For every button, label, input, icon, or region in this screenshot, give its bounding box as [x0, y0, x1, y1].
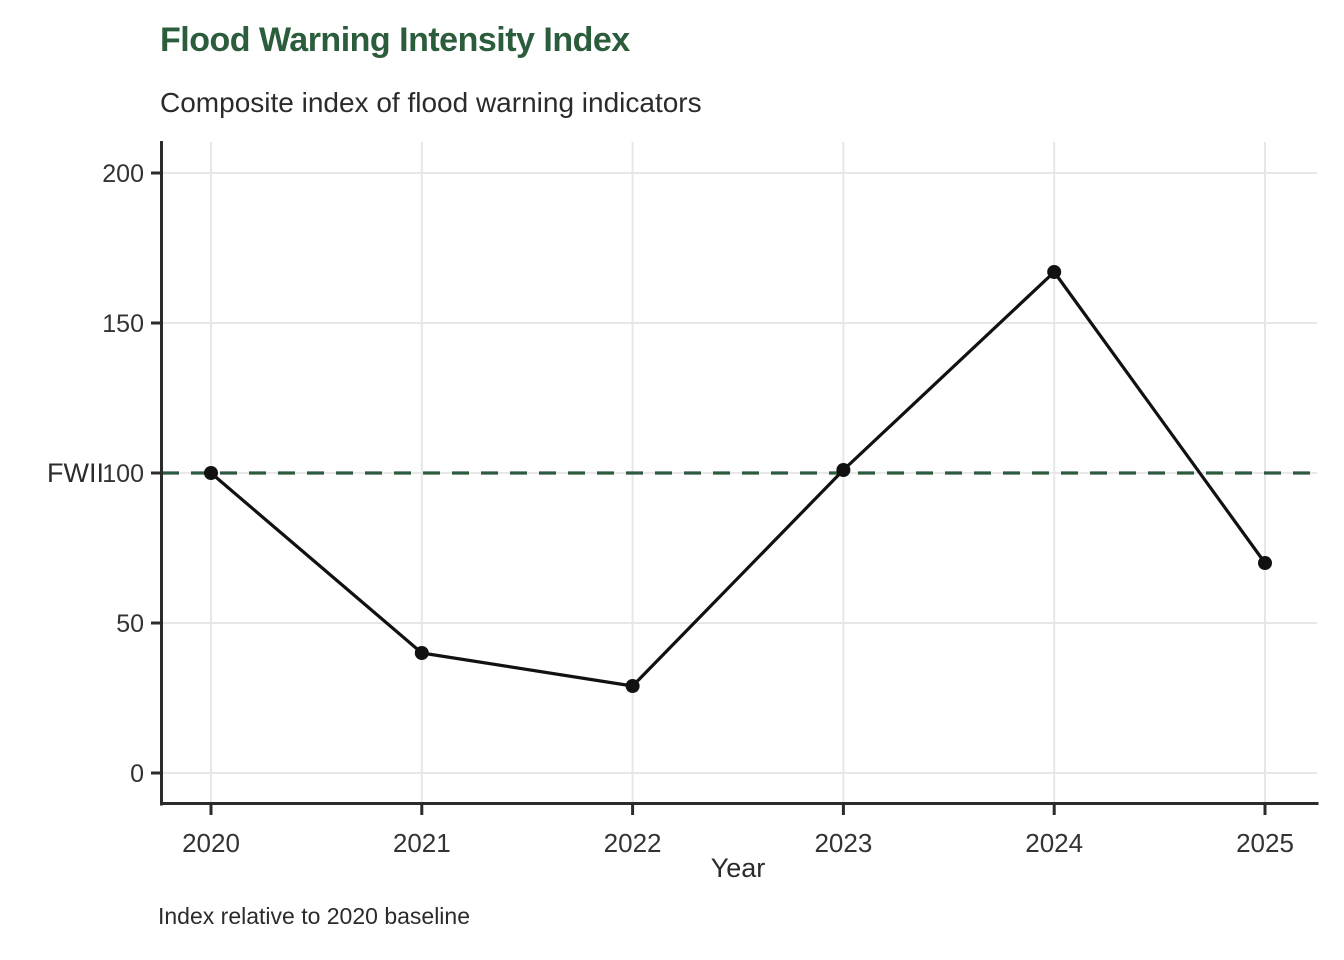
- y-tick-label: 50: [116, 610, 144, 638]
- x-axis-label: Year: [711, 853, 766, 883]
- x-tick-label: 2024: [1025, 828, 1083, 858]
- axes-layer: [151, 141, 1319, 815]
- gridlines: [160, 142, 1317, 803]
- y-tick-label: 150: [102, 310, 144, 338]
- series-layer: [204, 265, 1272, 693]
- y-tick-label: 0: [130, 760, 144, 788]
- x-tick-label: 2023: [814, 828, 872, 858]
- chart-caption: Index relative to 2020 baseline: [158, 903, 470, 929]
- y-tick-label: 200: [102, 160, 144, 188]
- x-tick-label: 2022: [604, 828, 662, 858]
- data-point: [836, 463, 851, 477]
- x-tick-label: 2020: [182, 828, 240, 858]
- data-point: [1047, 265, 1062, 279]
- chart-title: Flood Warning Intensity Index: [160, 21, 630, 59]
- data-point: [1258, 556, 1272, 570]
- y-axis-label: FWII: [47, 458, 104, 488]
- x-tick-label: 2021: [393, 828, 451, 858]
- data-point: [625, 679, 640, 693]
- tick-labels-layer: 0 50 100 150 200 2020 2021 2022 2023 2024 2025: [102, 160, 1294, 858]
- data-point: [414, 646, 429, 660]
- data-point: [204, 466, 218, 480]
- x-tick-label: 2025: [1236, 828, 1294, 858]
- data-line: [209, 270, 1267, 688]
- chart-subtitle: Composite index of flood warning indicat…: [160, 87, 702, 118]
- y-tick-label: 100: [102, 460, 144, 488]
